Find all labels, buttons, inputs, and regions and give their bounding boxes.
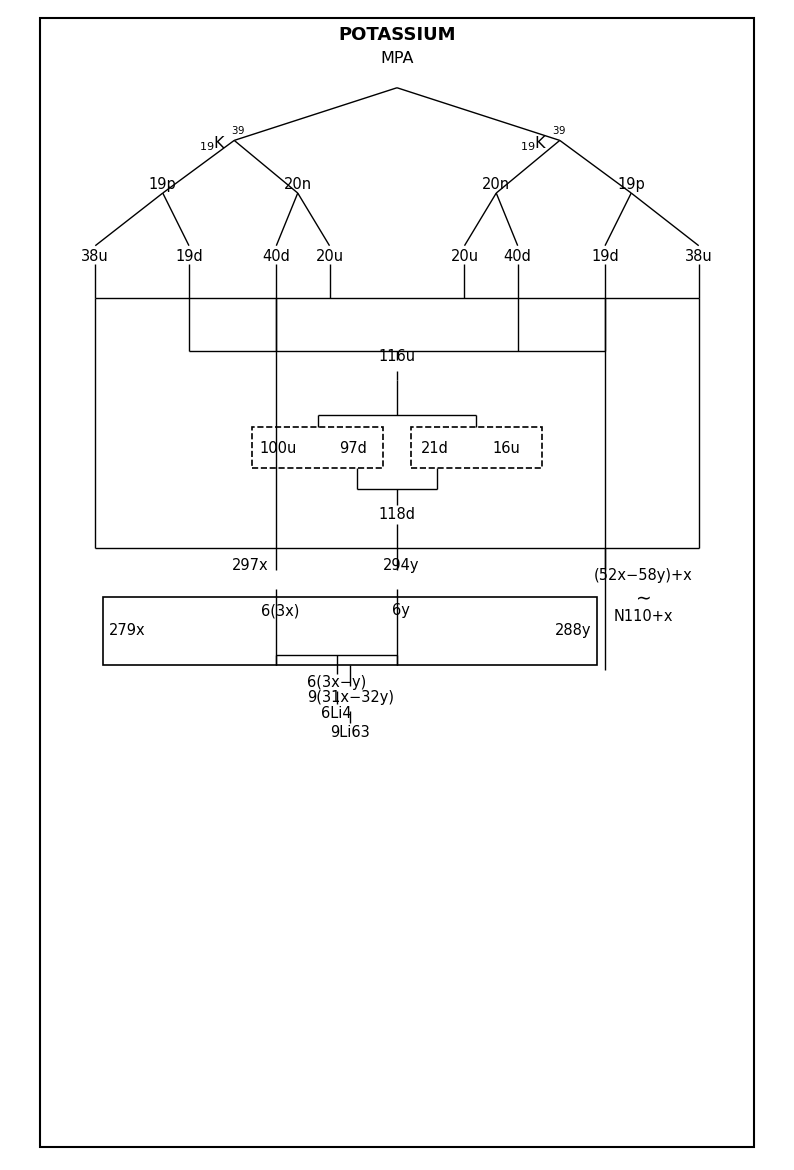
Text: 20u: 20u	[450, 249, 479, 263]
Text: $_{19}$K: $_{19}$K	[199, 135, 226, 153]
Text: (52x−58y)+x: (52x−58y)+x	[594, 569, 692, 583]
Text: 19p: 19p	[149, 178, 176, 192]
Text: ∼: ∼	[635, 590, 651, 608]
Bar	[252, 427, 383, 468]
Text: 100u: 100u	[259, 441, 297, 455]
Text: 9Li63: 9Li63	[330, 725, 370, 739]
Text: 40d: 40d	[503, 249, 532, 263]
Text: 6Li4: 6Li4	[322, 707, 352, 721]
Text: $^{39}$: $^{39}$	[552, 128, 566, 142]
Text: 288y: 288y	[555, 624, 592, 638]
Text: N110+x: N110+x	[614, 610, 673, 624]
Text: 97d: 97d	[339, 441, 368, 455]
Text: 21d: 21d	[421, 441, 449, 455]
Text: 38u: 38u	[685, 249, 712, 263]
Text: 294y: 294y	[383, 558, 419, 572]
Text: 19d: 19d	[175, 249, 202, 263]
Text: 20n: 20n	[482, 178, 511, 192]
Text: $^{39}$: $^{39}$	[231, 128, 245, 142]
Text: 9(31x−32y): 9(31x−32y)	[306, 690, 394, 704]
Text: 19d: 19d	[592, 249, 619, 263]
Text: 6y: 6y	[392, 604, 410, 618]
Bar	[103, 597, 597, 665]
Text: 38u: 38u	[82, 249, 109, 263]
Text: 118d: 118d	[379, 508, 415, 522]
Text: 6(3x): 6(3x)	[261, 604, 299, 618]
Text: 20u: 20u	[315, 249, 344, 263]
Text: POTASSIUM: POTASSIUM	[338, 26, 456, 44]
Text: 40d: 40d	[262, 249, 291, 263]
Text: 16u: 16u	[492, 441, 521, 455]
Text: 6(3x−y): 6(3x−y)	[307, 675, 366, 689]
Text: 19p: 19p	[618, 178, 645, 192]
Text: 297x: 297x	[232, 558, 268, 572]
Text: 116u: 116u	[379, 350, 415, 364]
Text: MPA: MPA	[380, 51, 414, 66]
Text: 279x: 279x	[109, 624, 145, 638]
Bar	[411, 427, 542, 468]
Text: $_{19}$K: $_{19}$K	[520, 135, 547, 153]
Text: 20n: 20n	[283, 178, 312, 192]
